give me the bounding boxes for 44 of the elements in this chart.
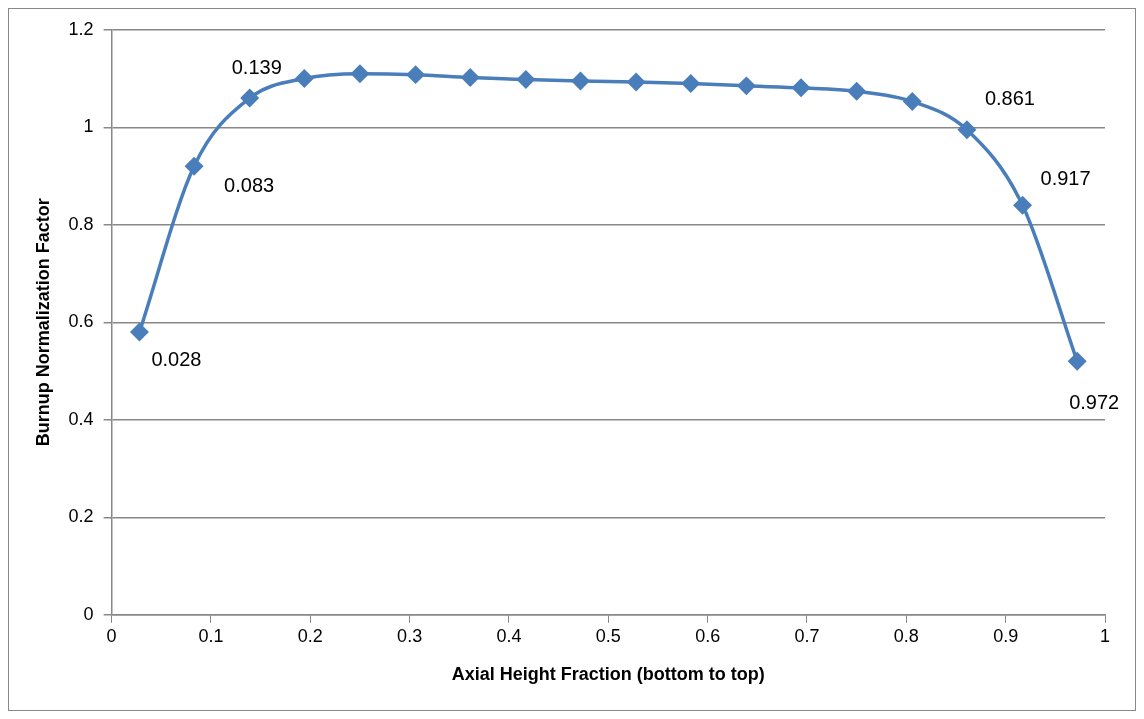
- point: [903, 92, 922, 111]
- x-tick-label: 1: [1099, 625, 1111, 646]
- point: [627, 73, 645, 91]
- x-tick-label: 0.1: [198, 625, 224, 646]
- x-tick-label: 0.4: [496, 625, 522, 646]
- x-tick-label: 0.5: [595, 625, 621, 646]
- point: [351, 64, 369, 83]
- y-tick-label: 1.2: [68, 18, 94, 39]
- point: [958, 120, 976, 139]
- point: [406, 65, 425, 84]
- point: [240, 89, 259, 107]
- y-tick-label: 0.2: [68, 506, 94, 527]
- annotation: 0.028: [151, 347, 202, 370]
- x-tick-label: 0.2: [297, 625, 323, 646]
- point: [1068, 352, 1086, 371]
- point: [461, 68, 479, 87]
- point: [737, 77, 756, 95]
- y-tick-label: 1: [83, 116, 94, 137]
- annotation: 0.083: [224, 173, 275, 196]
- x-axis-title: Axial Height Fraction (bottom to top): [451, 664, 765, 685]
- point: [185, 157, 203, 176]
- x-tick-label: 0.3: [397, 625, 423, 646]
- point: [130, 323, 149, 341]
- y-axis-title: Burnup Normalization Factor: [32, 198, 53, 447]
- y-tick-label: 0: [83, 603, 94, 624]
- x-tick-label: 0.9: [993, 625, 1019, 646]
- y-tick-label: 0.6: [68, 311, 94, 332]
- annotation: 0.139: [231, 55, 282, 78]
- point: [517, 70, 535, 89]
- x-tick-label: 0.6: [695, 625, 721, 646]
- point: [682, 74, 700, 93]
- point: [792, 79, 810, 97]
- x-tick-label: 0.8: [893, 625, 919, 646]
- y-tick-label: 0.4: [68, 408, 94, 429]
- point: [1013, 196, 1032, 215]
- y-tick-label: 0.8: [68, 213, 94, 234]
- annotation: 0.861: [984, 87, 1035, 110]
- annotation: 0.917: [1040, 166, 1091, 189]
- x-tick-label: 0.7: [794, 625, 820, 646]
- point: [571, 72, 590, 90]
- annotation: 0.972: [1069, 390, 1120, 413]
- point: [295, 69, 314, 88]
- point: [847, 82, 866, 100]
- x-tick-label: 0: [106, 625, 117, 646]
